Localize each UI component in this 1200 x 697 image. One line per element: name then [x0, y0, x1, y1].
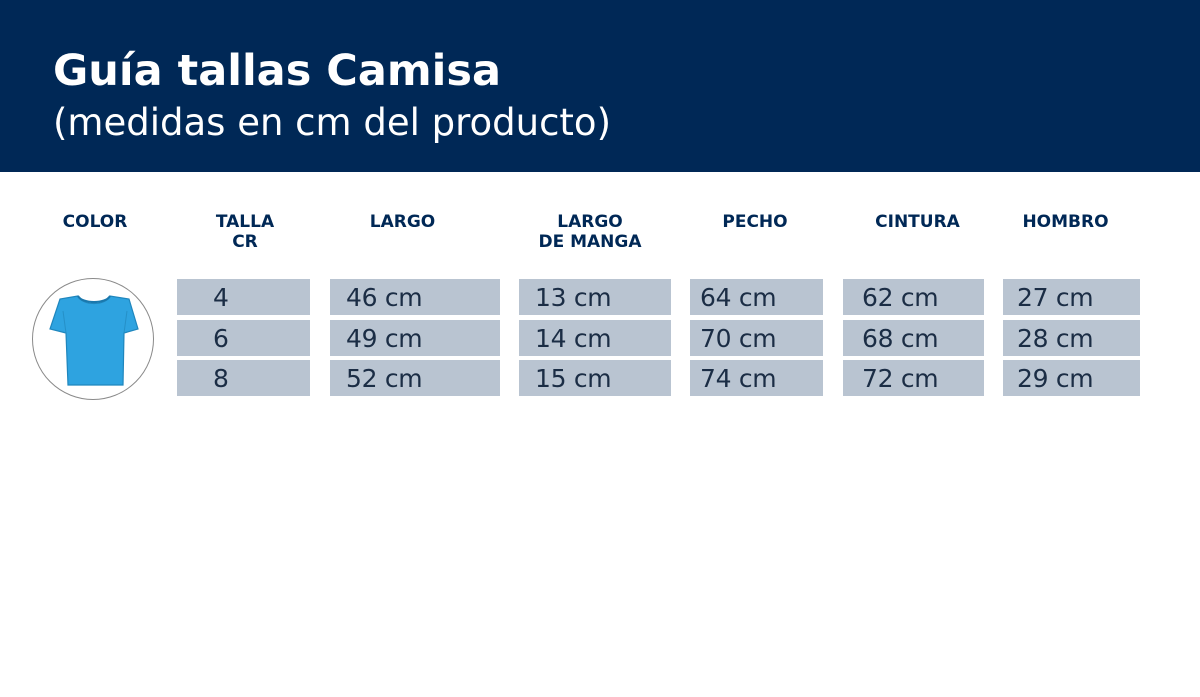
cell-largo-row-2: 49 cm: [330, 320, 500, 356]
cell-cintura-row-2: 68 cm: [843, 320, 984, 356]
cell-cintura-row-1: 62 cm: [843, 279, 984, 315]
cell-talla-row-2: 6: [177, 320, 310, 356]
cell-pecho-row-1: 64 cm: [690, 279, 823, 315]
page-header: Guía tallas Camisa (medidas en cm del pr…: [0, 0, 1200, 172]
cell-largo-row-1: 46 cm: [330, 279, 500, 315]
column-header-color: COLOR: [62, 212, 128, 232]
cell-talla-row-1: 4: [177, 279, 310, 315]
column-header-talla: TALLA CR: [215, 212, 275, 252]
cell-hombro-row-3: 29 cm: [1003, 360, 1140, 396]
cell-talla-row-3: 8: [177, 360, 310, 396]
cell-largo-manga-row-2: 14 cm: [519, 320, 671, 356]
column-header-largo: LARGO: [369, 212, 436, 232]
column-header-largo-manga: LARGO DE MANGA: [538, 212, 642, 252]
tshirt-icon: [49, 295, 139, 386]
cell-cintura-row-3: 72 cm: [843, 360, 984, 396]
cell-pecho-row-3: 74 cm: [690, 360, 823, 396]
product-color-swatch: [32, 278, 154, 400]
column-header-pecho: PECHO: [722, 212, 788, 232]
cell-hombro-row-1: 27 cm: [1003, 279, 1140, 315]
column-header-hombro: HOMBRO: [1022, 212, 1109, 232]
column-header-cintura: CINTURA: [875, 212, 960, 232]
cell-pecho-row-2: 70 cm: [690, 320, 823, 356]
page-subtitle: (medidas en cm del producto): [53, 101, 611, 144]
cell-hombro-row-2: 28 cm: [1003, 320, 1140, 356]
cell-largo-row-3: 52 cm: [330, 360, 500, 396]
page-title: Guía tallas Camisa: [53, 46, 501, 96]
cell-largo-manga-row-1: 13 cm: [519, 279, 671, 315]
cell-largo-manga-row-3: 15 cm: [519, 360, 671, 396]
